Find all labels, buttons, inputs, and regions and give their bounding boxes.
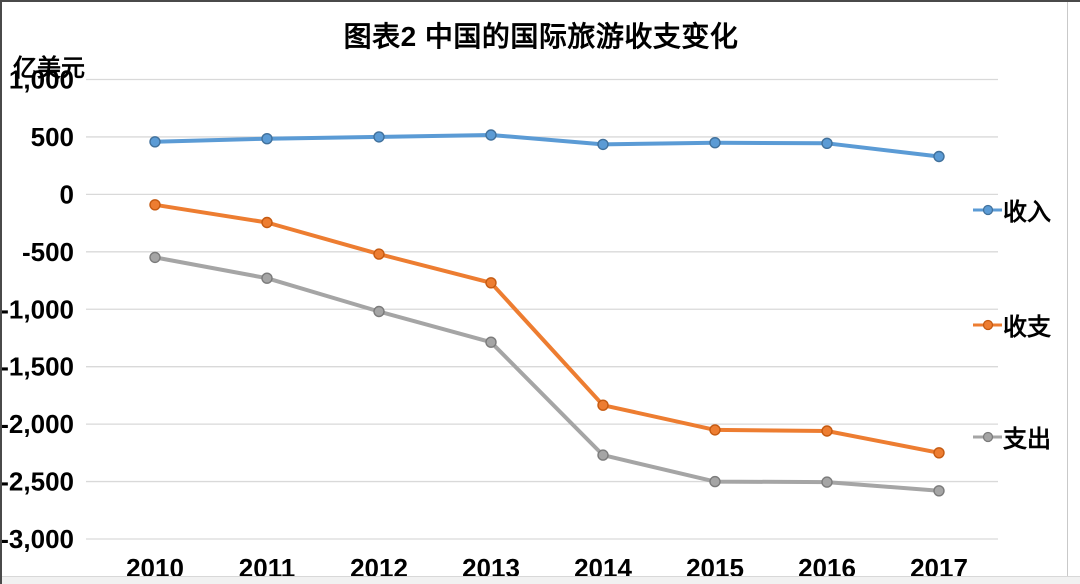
expenditure-data-point xyxy=(485,336,497,348)
balance-data-point xyxy=(149,199,161,211)
expenditure-series xyxy=(149,251,945,497)
chart-bottom-strip xyxy=(2,576,1080,584)
y-tick-label: -500 xyxy=(22,237,74,267)
income-line xyxy=(153,133,941,159)
income-data-point xyxy=(933,150,945,163)
balance-data-point xyxy=(709,424,721,436)
income-data-point xyxy=(485,129,497,141)
balance-data-point xyxy=(821,425,833,437)
y-tick-label: 0 xyxy=(60,179,74,209)
expenditure-data-point xyxy=(149,251,161,264)
y-tick-label: -1,500 xyxy=(2,352,74,382)
balance-series xyxy=(149,199,945,459)
y-tick-label: -2,500 xyxy=(2,467,74,497)
expenditure-data-point xyxy=(373,305,385,318)
income-data-point xyxy=(261,132,273,145)
y-tick-label: 1,000 xyxy=(9,65,74,95)
income-data-point xyxy=(597,138,609,151)
balance-data-point xyxy=(485,277,497,289)
income-series xyxy=(149,129,945,163)
income-data-point xyxy=(149,136,161,148)
income-data-point xyxy=(821,137,833,150)
y-tick-label: -1,000 xyxy=(2,294,74,324)
income-data-point xyxy=(373,131,385,143)
expenditure-data-point xyxy=(821,476,833,488)
balance-data-point xyxy=(373,248,385,260)
expenditure-line xyxy=(153,255,941,493)
expenditure-data-point xyxy=(933,485,945,497)
income-data-point xyxy=(709,136,721,149)
expenditure-data-point xyxy=(261,272,273,284)
chart-right-border xyxy=(1067,2,1068,576)
y-tick-label: -3,000 xyxy=(2,524,74,554)
y-tick-label: 500 xyxy=(31,122,74,152)
balance-data-point xyxy=(597,399,609,411)
chart-title: 图表2 中国的国际旅游收支变化 xyxy=(343,21,739,52)
balance-data-point xyxy=(261,216,273,229)
y-tick-label: -2,000 xyxy=(2,409,74,439)
y-axis-unit-label: 亿美元 xyxy=(13,55,85,82)
expenditure-data-point xyxy=(597,449,609,461)
expenditure-data-point xyxy=(709,475,721,488)
balance-line xyxy=(153,202,941,455)
balance-data-point xyxy=(933,447,945,459)
